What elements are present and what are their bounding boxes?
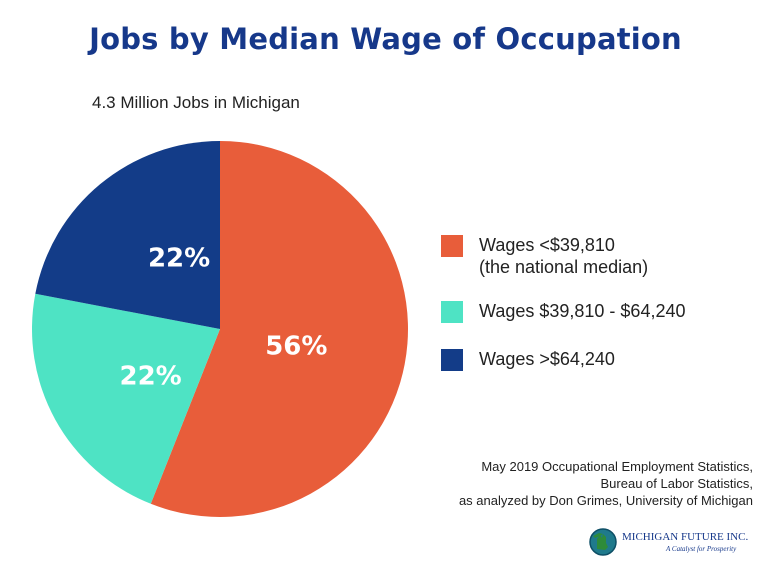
pie-slice-mid-wage [32, 293, 221, 504]
chart-title: Jobs by Median Wage of Occupation [89, 22, 682, 56]
source-line-2: Bureau of Labor Statistics, [600, 476, 753, 491]
logo-tagline: A Catalyst for Prosperity [666, 545, 737, 553]
legend-swatch-high-wage [441, 349, 463, 371]
logo-name: MICHIGAN FUTURE INC. [622, 531, 749, 543]
pie-slice-high-wage [35, 141, 220, 329]
legend-label-mid-wage: Wages $39,810 - $64,240 [479, 301, 686, 321]
legend-label-low-wage: Wages <$39,810 (the national median) [479, 234, 648, 278]
michigan-map-globe-icon [589, 528, 617, 556]
source-line-1: May 2019 Occupational Employment Statist… [481, 459, 753, 474]
legend-swatch-low-wage [441, 235, 463, 257]
legend-label-low-wage-line1: Wages <$39,810 [479, 235, 615, 255]
legend-label-low-wage-line2: (the national median) [479, 257, 649, 277]
pie-slice-low-wage [150, 141, 409, 517]
legend-swatch-mid-wage [441, 301, 463, 323]
pie-label-low-wage: 56% [265, 332, 327, 362]
source-note: May 2019 Occupational Employment Statist… [459, 458, 753, 509]
michigan-future-logo: MICHIGAN FUTURE INC. A Catalyst for Pros… [588, 525, 758, 559]
legend-label-high-wage: Wages >$64,240 [479, 349, 615, 369]
pie-label-high-wage: 22% [148, 244, 210, 274]
chart-subtitle: 4.3 Million Jobs in Michigan [92, 93, 300, 112]
pie-label-mid-wage: 22% [120, 361, 182, 391]
source-line-3: as analyzed by Don Grimes, University of… [458, 493, 753, 508]
